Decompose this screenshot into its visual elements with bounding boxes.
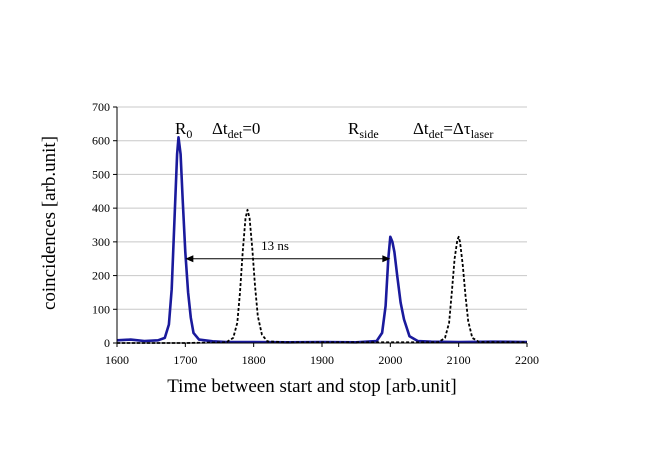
series-group	[116, 136, 528, 344]
y-tick-label: 0	[104, 336, 110, 350]
x-tick-label: 1800	[242, 353, 266, 367]
arrowhead-right	[382, 255, 391, 263]
x-tick-label: 2200	[515, 353, 539, 367]
y-tick-label: 500	[92, 167, 110, 181]
tick-labels: 0 100 200 300 400 500 600 700 1600 1700 1800 1900 20…	[92, 100, 539, 367]
annotation-dt-laser: Δtdet=Δτlaser	[413, 119, 493, 141]
annotation-rside: Rside	[348, 119, 379, 141]
x-tick-label: 2100	[447, 353, 471, 367]
annotation-dt-zero: Δtdet=0	[212, 119, 260, 141]
axes	[113, 106, 528, 347]
y-tick-label: 200	[92, 269, 110, 283]
y-axis-label: coincidences [arb.unit]	[39, 136, 60, 310]
series-line-solid	[116, 136, 528, 344]
y-tick-label: 400	[92, 201, 110, 215]
x-tick-label: 1700	[173, 353, 197, 367]
x-tick-label: 1900	[310, 353, 334, 367]
x-tick-label: 1600	[105, 353, 129, 367]
interval-arrow	[185, 255, 391, 263]
x-axis-label: Time between start and stop [arb.unit]	[167, 376, 457, 397]
y-tick-label: 100	[92, 302, 110, 316]
annotation-r0: R0	[175, 119, 192, 141]
series-line-dashed	[117, 208, 528, 344]
x-tick-label: 2000	[378, 353, 402, 367]
arrowhead-left	[185, 255, 194, 263]
y-tick-label: 600	[92, 134, 110, 148]
y-tick-label: 700	[92, 100, 110, 114]
arrow-label: 13 ns	[261, 238, 289, 253]
y-tick-label: 300	[92, 235, 110, 249]
